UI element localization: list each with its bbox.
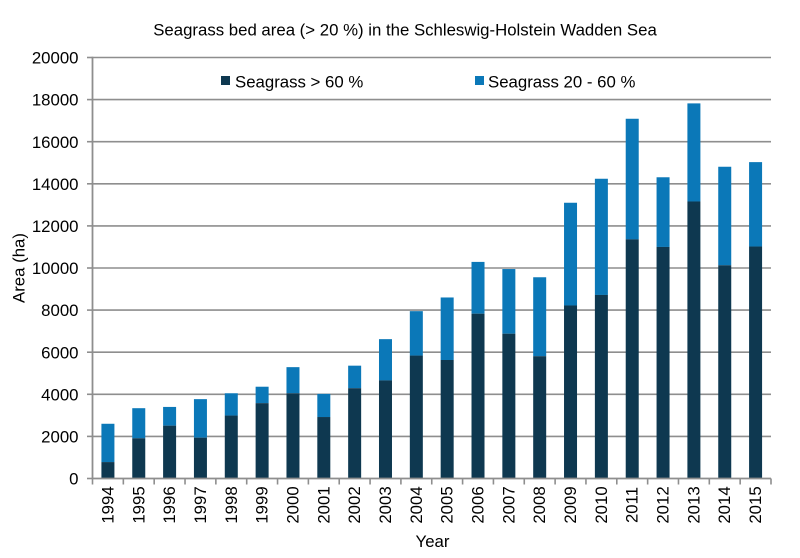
svg-text:2015: 2015 — [746, 486, 765, 523]
svg-text:10000: 10000 — [32, 259, 79, 278]
svg-text:Area (ha): Area (ha) — [10, 233, 29, 303]
svg-text:2000: 2000 — [283, 486, 302, 523]
svg-text:18000: 18000 — [32, 91, 79, 110]
svg-text:2010: 2010 — [592, 486, 611, 523]
svg-text:8000: 8000 — [41, 301, 78, 320]
svg-text:1994: 1994 — [98, 486, 117, 523]
svg-text:0: 0 — [69, 470, 78, 489]
svg-text:Seagrass > 60 %: Seagrass > 60 % — [235, 72, 363, 91]
svg-text:1998: 1998 — [222, 486, 241, 523]
svg-text:1995: 1995 — [129, 486, 148, 523]
svg-text:20000: 20000 — [32, 49, 79, 68]
svg-text:12000: 12000 — [32, 217, 79, 236]
svg-text:1996: 1996 — [160, 486, 179, 523]
svg-text:16000: 16000 — [32, 133, 79, 152]
svg-text:2014: 2014 — [715, 486, 734, 523]
svg-text:2009: 2009 — [561, 486, 580, 523]
svg-text:2004: 2004 — [407, 486, 426, 523]
svg-text:2005: 2005 — [438, 486, 457, 523]
svg-text:Seagrass 20 - 60 %: Seagrass 20 - 60 % — [488, 72, 635, 91]
svg-text:1999: 1999 — [253, 486, 272, 523]
svg-text:2002: 2002 — [345, 486, 364, 523]
svg-text:2007: 2007 — [499, 486, 518, 523]
svg-text:2003: 2003 — [376, 486, 395, 523]
svg-text:2001: 2001 — [314, 486, 333, 523]
svg-text:4000: 4000 — [41, 385, 78, 404]
svg-text:14000: 14000 — [32, 175, 79, 194]
svg-text:2000: 2000 — [41, 428, 78, 447]
svg-text:Seagrass bed area (> 20 %) in: Seagrass bed area (> 20 %) in the Schles… — [153, 20, 657, 39]
svg-text:Year: Year — [416, 532, 450, 551]
svg-text:2013: 2013 — [684, 486, 703, 523]
svg-text:2012: 2012 — [654, 486, 673, 523]
svg-text:6000: 6000 — [41, 343, 78, 362]
svg-text:2006: 2006 — [469, 486, 488, 523]
svg-text:2011: 2011 — [623, 487, 642, 523]
svg-text:1997: 1997 — [191, 486, 210, 523]
svg-text:2008: 2008 — [530, 486, 549, 523]
